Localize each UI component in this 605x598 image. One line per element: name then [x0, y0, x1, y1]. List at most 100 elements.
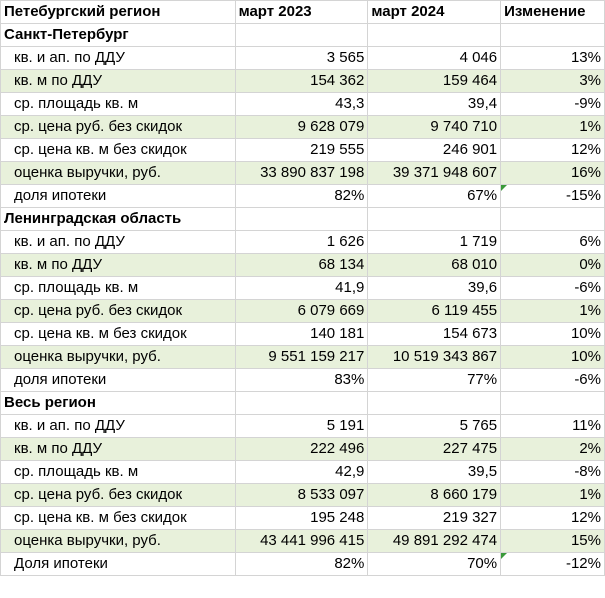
metric-label-cell[interactable]: ср. площадь кв. м [0, 276, 236, 300]
metric-label-cell[interactable]: кв. м по ДДУ [0, 69, 236, 93]
value-2023-cell[interactable]: 140 181 [234, 322, 369, 346]
metric-label-cell[interactable]: оценка выручки, руб. [0, 161, 236, 185]
change-cell[interactable]: 16% [500, 161, 605, 185]
change-cell[interactable]: 2% [500, 437, 605, 461]
value-2024-cell[interactable]: 39,4 [367, 92, 502, 116]
value-2023-cell[interactable]: 83% [234, 368, 369, 392]
change-cell[interactable]: 15% [500, 529, 605, 553]
value-2024-cell[interactable]: 219 327 [367, 506, 502, 530]
change-cell[interactable]: -15% [500, 184, 605, 208]
value-2024-cell[interactable]: 154 673 [367, 322, 502, 346]
value-2023-cell[interactable]: 1 626 [234, 230, 369, 254]
metric-label-cell[interactable]: ср. площадь кв. м [0, 460, 236, 484]
change-cell[interactable]: -9% [500, 92, 605, 116]
value-2024-cell[interactable]: 39,6 [367, 276, 502, 300]
metric-label-cell[interactable]: доля ипотеки [0, 368, 236, 392]
value-2024-cell[interactable]: 9 740 710 [367, 115, 502, 139]
change-cell[interactable]: 3% [500, 69, 605, 93]
value-2024-cell[interactable]: 159 464 [367, 69, 502, 93]
value-2023-cell[interactable]: 43,3 [234, 92, 369, 116]
metric-label-cell[interactable]: кв. м по ДДУ [0, 253, 236, 277]
value-2024-cell[interactable]: 6 119 455 [367, 299, 502, 323]
value-2023-cell[interactable]: 6 079 669 [234, 299, 369, 323]
value-2023-cell[interactable]: 3 565 [234, 46, 369, 70]
metric-label-cell[interactable]: ср. цена кв. м без скидок [0, 322, 236, 346]
value-2023-cell[interactable]: 9 551 159 217 [234, 345, 369, 369]
change-cell[interactable]: 11% [500, 414, 605, 438]
metric-label-cell[interactable]: оценка выручки, руб. [0, 345, 236, 369]
value-2024-cell[interactable]: 67% [367, 184, 502, 208]
value-2023-cell[interactable]: 42,9 [234, 460, 369, 484]
empty-cell[interactable] [367, 391, 502, 415]
metric-label-cell[interactable]: ср. площадь кв. м [0, 92, 236, 116]
change-cell[interactable]: -12% [500, 552, 605, 576]
change-cell[interactable]: -6% [500, 368, 605, 392]
change-cell[interactable]: 1% [500, 483, 605, 507]
change-cell[interactable]: 13% [500, 46, 605, 70]
change-cell[interactable]: -6% [500, 276, 605, 300]
value-2023-cell[interactable]: 82% [234, 184, 369, 208]
value-2024-cell[interactable]: 8 660 179 [367, 483, 502, 507]
value-2023-cell[interactable]: 41,9 [234, 276, 369, 300]
value-2023-cell[interactable]: 5 191 [234, 414, 369, 438]
header-2024-cell[interactable]: март 2024 [367, 0, 502, 24]
change-cell[interactable]: -8% [500, 460, 605, 484]
section-title-cell[interactable]: Ленинградская область [0, 207, 236, 231]
section-title-cell[interactable]: Весь регион [0, 391, 236, 415]
change-cell[interactable]: 10% [500, 345, 605, 369]
empty-cell[interactable] [234, 23, 369, 47]
section-title-cell[interactable]: Санкт-Петербург [0, 23, 236, 47]
empty-cell[interactable] [500, 207, 605, 231]
empty-cell[interactable] [234, 207, 369, 231]
change-cell[interactable]: 12% [500, 138, 605, 162]
value-2024-cell[interactable]: 68 010 [367, 253, 502, 277]
empty-cell[interactable] [367, 23, 502, 47]
metric-label-cell[interactable]: ср. цена руб. без скидок [0, 483, 236, 507]
header-change-cell[interactable]: Изменение [500, 0, 605, 24]
metric-label-cell[interactable]: кв. м по ДДУ [0, 437, 236, 461]
change-cell[interactable]: 12% [500, 506, 605, 530]
metric-label-cell[interactable]: оценка выручки, руб. [0, 529, 236, 553]
metric-label-cell[interactable]: кв. и ап. по ДДУ [0, 46, 236, 70]
value-2024-cell[interactable]: 5 765 [367, 414, 502, 438]
change-cell[interactable]: 1% [500, 115, 605, 139]
value-2024-cell[interactable]: 10 519 343 867 [367, 345, 502, 369]
value-2023-cell[interactable]: 43 441 996 415 [234, 529, 369, 553]
metric-label-cell[interactable]: кв. и ап. по ДДУ [0, 414, 236, 438]
value-2023-cell[interactable]: 8 533 097 [234, 483, 369, 507]
metric-label-cell[interactable]: ср. цена кв. м без скидок [0, 506, 236, 530]
empty-cell[interactable] [500, 391, 605, 415]
value-2023-cell[interactable]: 154 362 [234, 69, 369, 93]
change-cell[interactable]: 10% [500, 322, 605, 346]
empty-cell[interactable] [500, 23, 605, 47]
metric-label-cell[interactable]: доля ипотеки [0, 184, 236, 208]
metric-label-cell[interactable]: ср. цена кв. м без скидок [0, 138, 236, 162]
metric-label-cell[interactable]: ср. цена руб. без скидок [0, 115, 236, 139]
value-2024-cell[interactable]: 39 371 948 607 [367, 161, 502, 185]
value-2023-cell[interactable]: 33 890 837 198 [234, 161, 369, 185]
value-2024-cell[interactable]: 246 901 [367, 138, 502, 162]
change-cell[interactable]: 0% [500, 253, 605, 277]
empty-cell[interactable] [234, 391, 369, 415]
value-2023-cell[interactable]: 9 628 079 [234, 115, 369, 139]
value-2024-cell[interactable]: 49 891 292 474 [367, 529, 502, 553]
metric-label-cell[interactable]: кв. и ап. по ДДУ [0, 230, 236, 254]
metric-label-cell[interactable]: ср. цена руб. без скидок [0, 299, 236, 323]
value-2023-cell[interactable]: 68 134 [234, 253, 369, 277]
value-2023-cell[interactable]: 222 496 [234, 437, 369, 461]
value-2024-cell[interactable]: 1 719 [367, 230, 502, 254]
value-2023-cell[interactable]: 195 248 [234, 506, 369, 530]
value-2023-cell[interactable]: 82% [234, 552, 369, 576]
value-2024-cell[interactable]: 77% [367, 368, 502, 392]
change-cell[interactable]: 6% [500, 230, 605, 254]
change-cell[interactable]: 1% [500, 299, 605, 323]
value-2024-cell[interactable]: 4 046 [367, 46, 502, 70]
metric-label-cell[interactable]: Доля ипотеки [0, 552, 236, 576]
empty-cell[interactable] [367, 207, 502, 231]
value-2024-cell[interactable]: 39,5 [367, 460, 502, 484]
value-2024-cell[interactable]: 227 475 [367, 437, 502, 461]
header-2023-cell[interactable]: март 2023 [234, 0, 369, 24]
value-2024-cell[interactable]: 70% [367, 552, 502, 576]
value-2023-cell[interactable]: 219 555 [234, 138, 369, 162]
header-region-cell[interactable]: Петебургский регион [0, 0, 236, 24]
